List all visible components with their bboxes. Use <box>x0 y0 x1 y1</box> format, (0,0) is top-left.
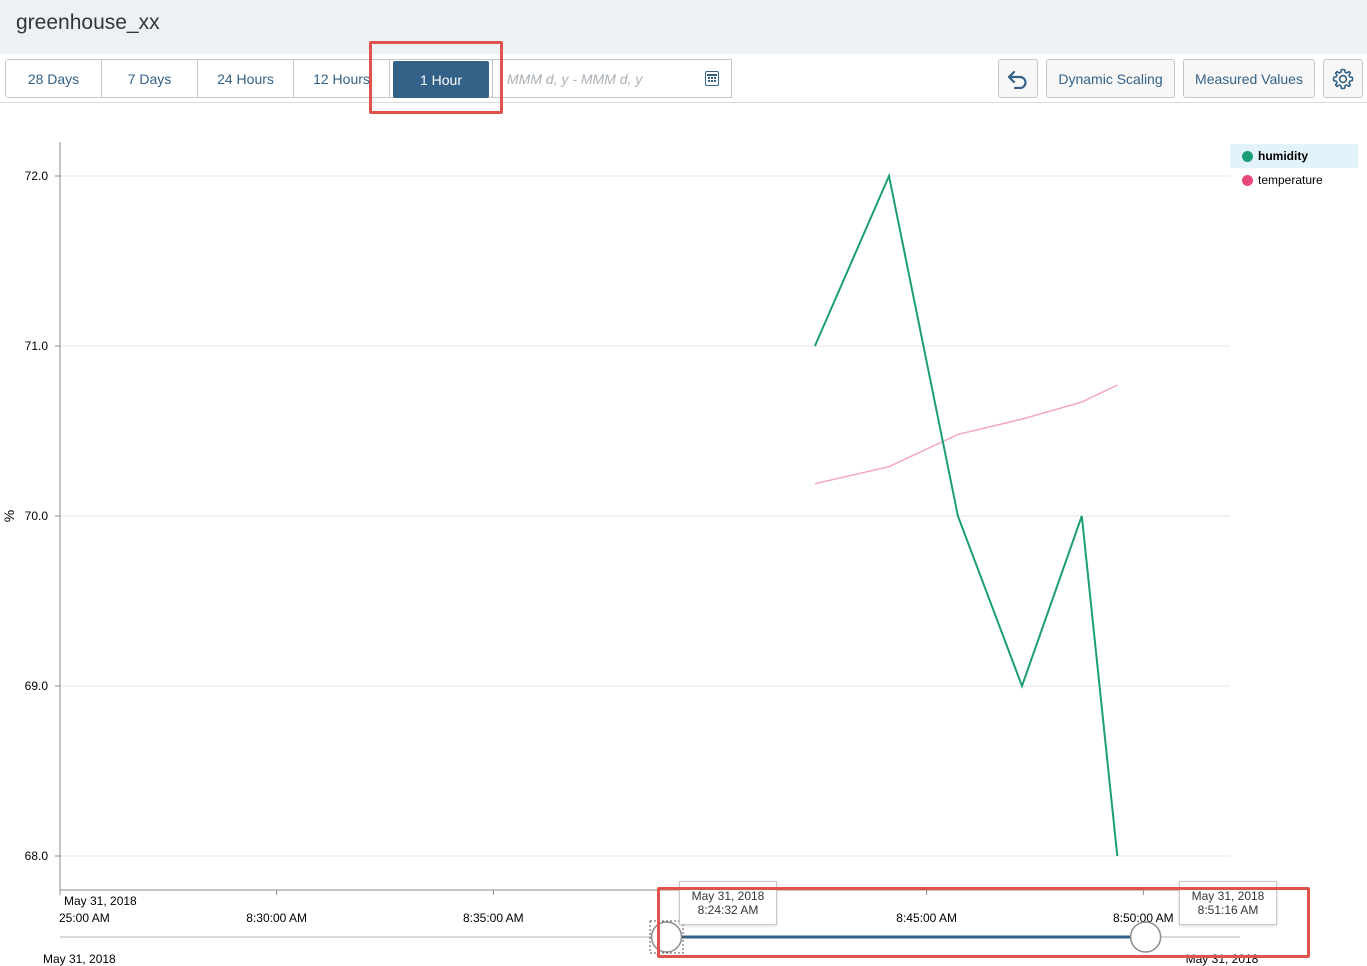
slider-date-label: May 31, 2018 <box>43 952 116 966</box>
humidity-dot-icon <box>1242 150 1253 162</box>
data-point-temperature <box>1020 417 1024 421</box>
data-point-temperature <box>1080 400 1084 404</box>
chart-series <box>813 172 1119 858</box>
y-axis-label: % <box>1 510 17 522</box>
slider-end-time: 8:51:16 AM <box>1197 903 1259 917</box>
range-28-days-button[interactable]: 28 Days <box>6 60 102 97</box>
range-24-hours-button[interactable]: 24 Hours <box>198 60 294 97</box>
y-axis-ticks: 72.0 71.0 70.0 69.0 68.0 <box>25 169 60 863</box>
date-range-placeholder: MMM d, y - MMM d, y <box>507 71 643 87</box>
slider-end-date: May 31, 2018 <box>1191 889 1265 903</box>
range-slider-start-focus <box>649 920 684 954</box>
slider-end-tooltip: May 31, 2018 8:51:16 AM <box>1179 881 1277 925</box>
legend-label-humidity: humidity <box>1258 149 1308 163</box>
data-point-temperature <box>813 482 817 486</box>
data-point-temperature <box>1115 383 1119 387</box>
x-tick-label: 8:45:00 AM <box>896 911 957 925</box>
page-title: greenhouse_xx <box>16 11 160 34</box>
legend-label-temperature: temperature <box>1258 173 1323 187</box>
calendar-icon[interactable] <box>705 71 719 86</box>
y-tick-label: 70.0 <box>25 509 49 523</box>
time-range-selector: 28 Days 7 Days 24 Hours 12 Hours 1 Hour <box>5 59 493 98</box>
y-tick-label: 68.0 <box>25 849 49 863</box>
legend-item-temperature[interactable]: temperature <box>1230 168 1358 192</box>
data-point-humidity <box>887 174 891 178</box>
undo-button[interactable] <box>998 59 1038 98</box>
measured-values-button[interactable]: Measured Values <box>1183 59 1315 98</box>
data-point-humidity <box>1115 854 1119 858</box>
x-axis-date-label: May 31, 2018 <box>64 894 137 908</box>
chart-legend: humidity temperature <box>1230 144 1358 192</box>
x-axis-ticks: 25:00 AM 8:30:00 AM 8:35:00 AM 8:45:00 AM 8:… <box>59 890 1174 925</box>
range-slider-end-handle[interactable] <box>1129 921 1162 953</box>
date-range-input[interactable]: MMM d, y - MMM d, y <box>492 59 732 98</box>
series-line-humidity <box>813 172 1119 857</box>
range-slider-start-handle[interactable] <box>650 921 683 953</box>
legend-item-humidity[interactable]: humidity <box>1230 144 1358 168</box>
data-point-humidity <box>813 344 817 348</box>
gear-icon <box>1332 68 1354 89</box>
dynamic-scaling-button[interactable]: Dynamic Scaling <box>1046 59 1175 98</box>
slider-start-time: 8:24:32 AM <box>697 903 759 917</box>
app-header: greenhouse_xx <box>0 0 1367 54</box>
chart-grid <box>60 175 1230 857</box>
x-tick-label: 8:50:00 AM <box>1113 911 1174 925</box>
y-tick-label: 71.0 <box>25 339 49 353</box>
data-point-humidity <box>956 514 960 518</box>
range-7-days-button[interactable]: 7 Days <box>102 60 198 97</box>
x-tick-label: 8:30:00 AM <box>246 911 307 925</box>
x-tick-label: 25:00 AM <box>59 911 110 925</box>
y-tick-label: 72.0 <box>25 169 49 183</box>
slider-start-tooltip: May 31, 2018 8:24:32 AM <box>679 881 777 925</box>
data-point-humidity <box>1080 514 1084 518</box>
y-tick-label: 69.0 <box>25 679 49 693</box>
temperature-dot-icon <box>1242 174 1253 186</box>
settings-button[interactable] <box>1323 59 1363 98</box>
series-line-temperature <box>814 384 1118 485</box>
data-point-humidity <box>1020 684 1024 688</box>
slider-start-date: May 31, 2018 <box>691 889 765 903</box>
range-12-hours-button[interactable]: 12 Hours <box>294 60 390 97</box>
data-point-temperature <box>956 432 960 436</box>
toolbar: 28 Days 7 Days 24 Hours 12 Hours 1 Hour … <box>0 54 1367 103</box>
undo-icon <box>1007 70 1027 89</box>
slider-end-date-label: May 31, 2018 <box>1186 952 1259 966</box>
data-point-temperature <box>887 465 891 469</box>
range-1-hour-button[interactable]: 1 Hour <box>393 61 489 98</box>
x-tick-label: 8:35:00 AM <box>463 911 524 925</box>
